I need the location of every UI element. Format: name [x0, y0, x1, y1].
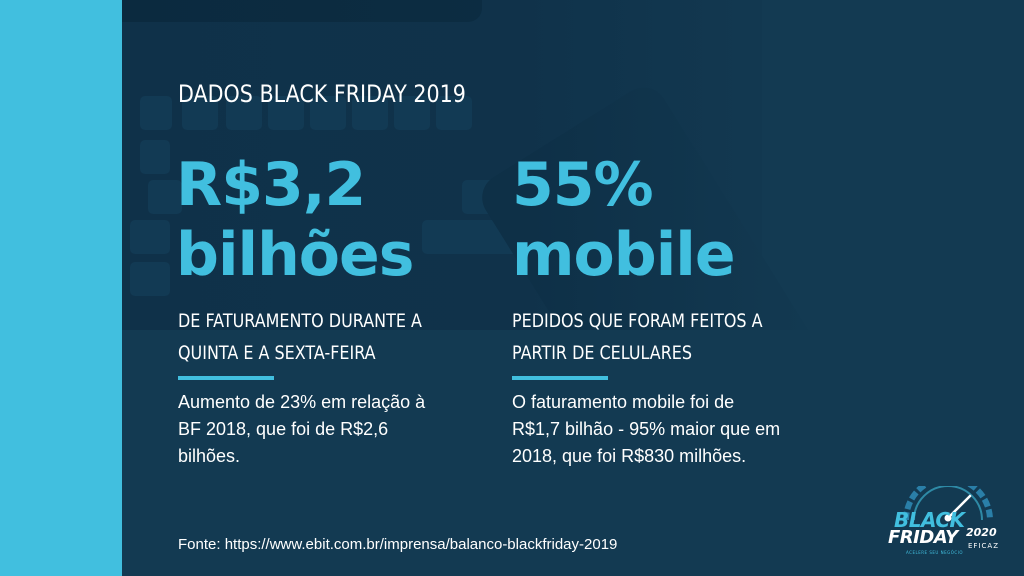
page-title: DADOS BLACK FRIDAY 2019 — [178, 80, 466, 108]
source-citation: Fonte: https://www.ebit.com.br/imprensa/… — [178, 536, 618, 553]
description-line: R$1,7 bilhão - 95% maior que em — [512, 419, 781, 439]
divider — [178, 376, 274, 380]
stat-revenue-subtitle: DE FATURAMENTO DURANTE A QUINTA E A SEXT… — [178, 305, 422, 369]
description-line: BF 2018, que foi de R$2,6 — [178, 419, 389, 439]
stat-revenue-unit: bilhões — [176, 220, 414, 290]
logo-tagline: ACELERE SEU NEGÓCIO — [906, 550, 963, 555]
stat-mobile-subtitle: PEDIDOS QUE FORAM FEITOS A PARTIR DE CEL… — [512, 305, 763, 369]
black-friday-logo: BLACK FRIDAY 2020 EFICAZ ACELERE SEU NEG… — [882, 486, 1012, 566]
stat-mobile-unit: mobile — [512, 220, 736, 290]
stat-mobile-value: 55% — [512, 150, 654, 220]
subtitle-line: QUINTA E A SEXTA-FEIRA — [178, 342, 376, 364]
background-image — [122, 0, 1024, 576]
subtitle-line: DE FATURAMENTO DURANTE A — [178, 310, 422, 332]
description-line: 2018, que foi R$830 milhões. — [512, 446, 747, 466]
stat-revenue-value: R$3,2 — [176, 150, 366, 220]
description-line: bilhões. — [178, 446, 241, 466]
background-lower — [122, 330, 1024, 576]
stat-mobile-headline: 55% mobile — [512, 150, 736, 290]
logo-black-text: BLACK — [894, 508, 965, 532]
divider — [512, 376, 608, 380]
subtitle-line: PEDIDOS QUE FORAM FEITOS A — [512, 310, 763, 332]
stat-revenue-headline: R$3,2 bilhões — [176, 150, 414, 290]
logo-year: 2020 — [966, 526, 997, 539]
subtitle-line: PARTIR DE CELULARES — [512, 342, 693, 364]
description-line: Aumento de 23% em relação à — [178, 392, 426, 412]
accent-sidebar — [0, 0, 122, 576]
logo-brand: EFICAZ — [968, 542, 999, 550]
logo-friday-text: FRIDAY — [888, 527, 958, 548]
speedometer-icon — [903, 486, 993, 522]
stat-mobile-description: O faturamento mobile foi de R$1,7 bilhão… — [512, 389, 780, 470]
stat-revenue-description: Aumento de 23% em relação à BF 2018, que… — [178, 389, 425, 470]
description-line: O faturamento mobile foi de — [512, 392, 735, 412]
